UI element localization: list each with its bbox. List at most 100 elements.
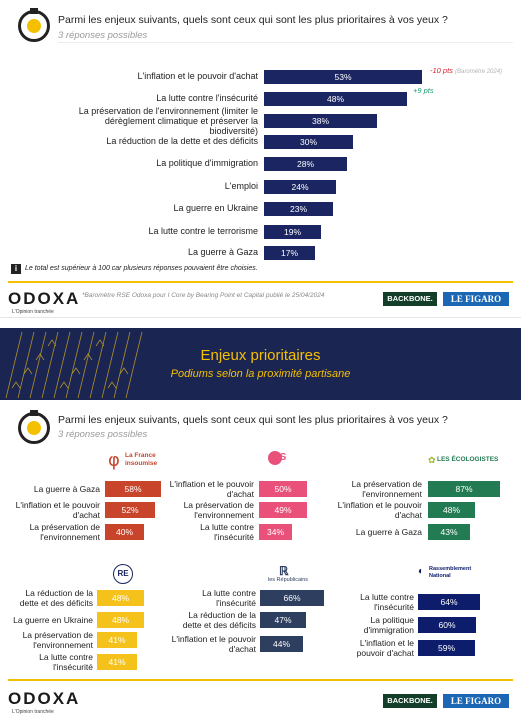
delta-note: (Baromètre 2024) — [455, 69, 503, 75]
bar-label: La politique d'immigration — [156, 158, 258, 168]
odoxa-tagline: L'Opinion tranchée — [12, 309, 54, 315]
banner-title: Enjeux prioritaires — [200, 347, 321, 364]
eco-name: LES ÉCOLOGISTES — [437, 456, 499, 463]
podium-label: La guerre en Ukraine — [13, 615, 93, 625]
slide-overall: Parmi les enjeux suivants, quels sont ce… — [0, 0, 521, 318]
bar — [264, 202, 333, 216]
podium-value: 66% — [283, 593, 301, 603]
bar-label: La lutte contre l'insécurité — [156, 93, 258, 103]
podium-bar — [97, 654, 137, 670]
lr-name: les Républicains — [268, 577, 309, 583]
podium-value: 50% — [274, 484, 292, 494]
podium-label: La politique d'immigration — [363, 615, 414, 635]
delta-positive: +9 pts — [413, 86, 434, 95]
podium-label: La réduction de la dette et des déficits — [19, 588, 93, 608]
podium-bar — [260, 612, 306, 628]
podium-label: La préservation de l'environnement — [22, 630, 93, 650]
odoxa-logo: ODOXA — [8, 689, 81, 708]
odoxa-mark-icon — [18, 410, 50, 444]
podium-bar — [418, 640, 475, 656]
podium-label: La préservation de l'environnement — [183, 500, 254, 520]
podium-bar — [105, 502, 155, 518]
bar — [264, 135, 353, 149]
podium-label: La réduction de la dette et des déficits — [182, 610, 256, 630]
rn-name: Rassemblement — [429, 566, 472, 572]
bar-value: 48% — [326, 94, 344, 104]
lr-r-icon: ℝ — [279, 564, 289, 578]
yellow-rule — [8, 281, 513, 283]
podium-value: 41% — [108, 657, 126, 667]
podium-value: 87% — [455, 484, 473, 494]
podium-value: 44% — [272, 639, 290, 649]
podium-value: 40% — [115, 527, 133, 537]
banner-decoration — [5, 331, 143, 399]
podium-value: 41% — [108, 635, 126, 645]
bar-value: 28% — [296, 159, 314, 169]
podium-label: La lutte contre l'insécurité — [39, 652, 93, 672]
podium-label: La préservation de l'environnement — [351, 479, 422, 499]
bar-value: 38% — [311, 116, 329, 126]
flame-icon: ◐ — [418, 566, 425, 577]
podium-value: 52% — [121, 505, 139, 515]
podium-value: 47% — [274, 615, 292, 625]
bar-value: 17% — [280, 248, 298, 258]
question-text: Parmi les enjeux suivants, quels sont ce… — [58, 414, 448, 426]
podium-bar — [259, 524, 292, 540]
bar-label: L'emploi — [224, 181, 258, 191]
ps-name: PS — [273, 452, 287, 463]
podium-value: 48% — [111, 615, 129, 625]
podium-bar — [97, 590, 144, 606]
podium-bar — [97, 612, 144, 628]
podium-bar — [97, 632, 137, 648]
podium-label: La guerre à Gaza — [355, 527, 422, 537]
podium-label: L'inflation et le pouvoir d'achat — [169, 479, 254, 499]
podium-bar — [259, 502, 307, 518]
podium-value: 48% — [111, 593, 129, 603]
bar — [264, 157, 347, 171]
podium-value: 59% — [437, 643, 455, 653]
podium-label: La guerre à Gaza — [33, 484, 100, 494]
podium-bar — [260, 636, 303, 652]
podium-value: 48% — [442, 505, 460, 515]
footnote: Le total est supérieur à 100 car plusieu… — [25, 265, 258, 272]
podium-label: La préservation de l'environnement — [29, 522, 100, 542]
podium-value: 43% — [440, 527, 458, 537]
bar-value: 19% — [283, 227, 301, 237]
podium-label: L'inflation et le pouvoir d'achat — [15, 500, 100, 520]
bar — [264, 92, 407, 106]
podium-bar — [259, 481, 307, 497]
bar-label: La guerre en Ukraine — [173, 203, 258, 213]
bar-value: 23% — [289, 204, 307, 214]
podium-label: L'inflation et le pouvoir d'achat — [337, 500, 422, 520]
yellow-rule — [8, 679, 513, 681]
odoxa-mark-icon — [18, 8, 50, 42]
bar — [264, 225, 321, 239]
source-note: *Baromètre RSE Odoxa pour I Core by Bear… — [82, 292, 325, 299]
info-icon: i — [11, 264, 21, 274]
bar-label: La réduction de la dette et des déficits — [106, 136, 258, 146]
podium-value: 60% — [438, 620, 456, 630]
lfi-name: La France — [125, 452, 156, 459]
podium-bar — [260, 590, 324, 606]
bar — [264, 180, 336, 194]
backbone-logo: BACKBONE. — [383, 694, 437, 708]
podium-value: 64% — [440, 597, 458, 607]
podium-value: 58% — [124, 484, 142, 494]
lfi-name-2: insoumise — [125, 460, 158, 467]
podium-bar — [418, 594, 480, 610]
re-logo: RE — [113, 564, 133, 584]
odoxa-tagline: L'Opinion tranchée — [12, 709, 54, 715]
bar-label: L'inflation et le pouvoir d'achat — [137, 71, 258, 81]
slide-parties: Parmi les enjeux suivants, quels sont ce… — [0, 400, 521, 720]
podium-label: L'inflation et le pouvoir d'achat — [356, 638, 414, 658]
podium-bar — [428, 481, 500, 497]
question-subtitle: 3 réponses possibles — [58, 429, 148, 440]
bar-value: 53% — [334, 72, 352, 82]
podium-bar — [428, 524, 470, 540]
banner-subtitle: Podiums selon la proximité partisane — [170, 368, 351, 380]
divider — [58, 42, 513, 43]
backbone-logo: BACKBONE. — [383, 292, 437, 306]
podium-label: La lutte contre l'insécurité — [360, 592, 414, 612]
podium-label: L'inflation et le pouvoir d'achat — [171, 634, 256, 654]
phi-icon: φ — [108, 450, 120, 471]
